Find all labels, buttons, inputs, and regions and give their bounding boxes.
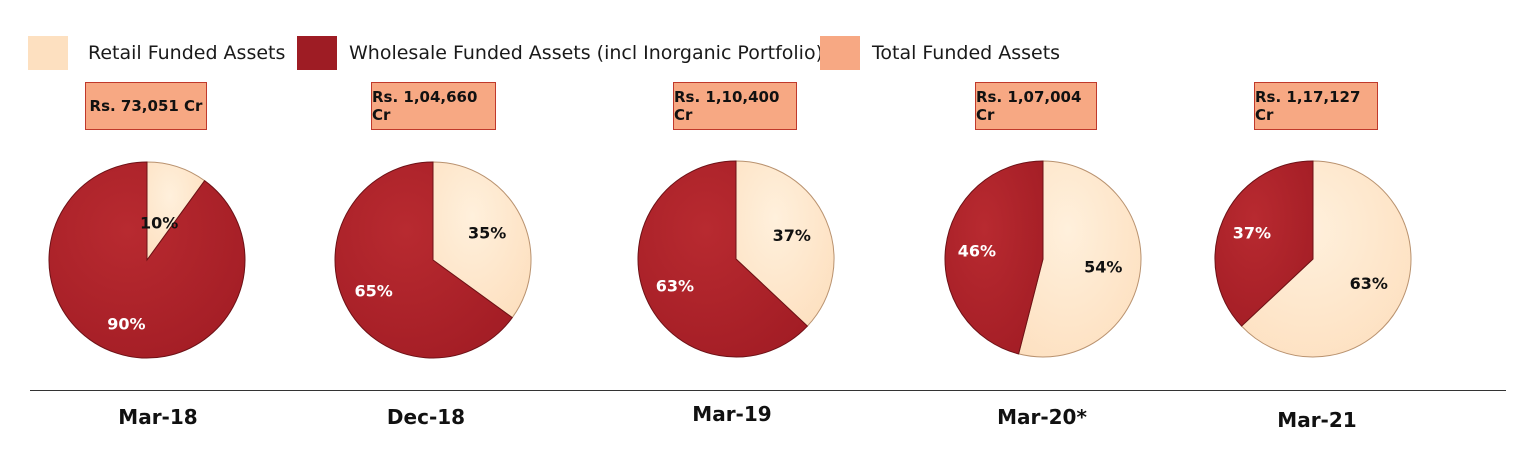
legend-swatch-total — [820, 36, 860, 70]
legend-swatch-retail — [28, 36, 68, 70]
period-label-dec18: Dec-18 — [386, 405, 466, 429]
pie-label-retail-mar18: 10% — [140, 214, 178, 233]
total-box-mar18: Rs. 73,051 Cr — [85, 82, 207, 130]
pie-slice-retail-mar19 — [735, 160, 835, 327]
legend-label-total: Total Funded Assets — [872, 42, 1061, 64]
pie-label-wholesale-mar21: 37% — [1233, 224, 1271, 243]
pie-slice-wholesale-mar18 — [48, 161, 246, 359]
pie-slice-wholesale-mar19 — [637, 160, 809, 358]
legend-label-wholesale: Wholesale Funded Assets (incl Inorganic … — [349, 42, 823, 64]
pie-slice-retail-mar21 — [1240, 160, 1412, 358]
total-box-mar19: Rs. 1,10,400 Cr — [673, 82, 797, 130]
period-label-mar20: Mar-20* — [997, 405, 1087, 429]
pie-label-wholesale-mar18: 90% — [107, 314, 145, 333]
pie-label-wholesale-mar19: 63% — [656, 276, 694, 295]
legend-item-retail: Retail Funded Assets — [28, 36, 285, 70]
total-box-mar21: Rs. 1,17,127 Cr — [1254, 82, 1378, 130]
pie-label-wholesale-dec18: 65% — [354, 281, 392, 300]
pie-slice-wholesale-mar21 — [1214, 160, 1314, 327]
pie-label-retail-mar20: 54% — [1084, 258, 1122, 277]
pie-slice-wholesale-mar20 — [944, 160, 1044, 355]
total-box-dec18: Rs. 1,04,660 Cr — [371, 82, 496, 130]
pie-slice-wholesale-dec18 — [334, 161, 513, 359]
legend-item-total: Total Funded Assets — [820, 36, 1060, 70]
pie-slice-retail-dec18 — [432, 161, 532, 319]
period-label-mar19: Mar-19 — [692, 402, 772, 426]
pie-label-wholesale-mar20: 46% — [958, 242, 996, 261]
period-label-mar21: Mar-21 — [1277, 408, 1357, 432]
period-label-mar18: Mar-18 — [118, 405, 198, 429]
legend-swatch-wholesale — [297, 36, 337, 70]
baseline-divider — [30, 390, 1506, 391]
pie-label-retail-dec18: 35% — [468, 223, 506, 242]
legend-label-retail: Retail Funded Assets — [88, 42, 286, 64]
pie-label-retail-mar19: 37% — [773, 226, 811, 245]
pie-slice-retail-mar20 — [1018, 160, 1142, 358]
legend-item-wholesale: Wholesale Funded Assets (incl Inorganic … — [297, 36, 823, 70]
total-box-mar20: Rs. 1,07,004 Cr — [975, 82, 1097, 130]
pie-label-retail-mar21: 63% — [1350, 274, 1388, 293]
